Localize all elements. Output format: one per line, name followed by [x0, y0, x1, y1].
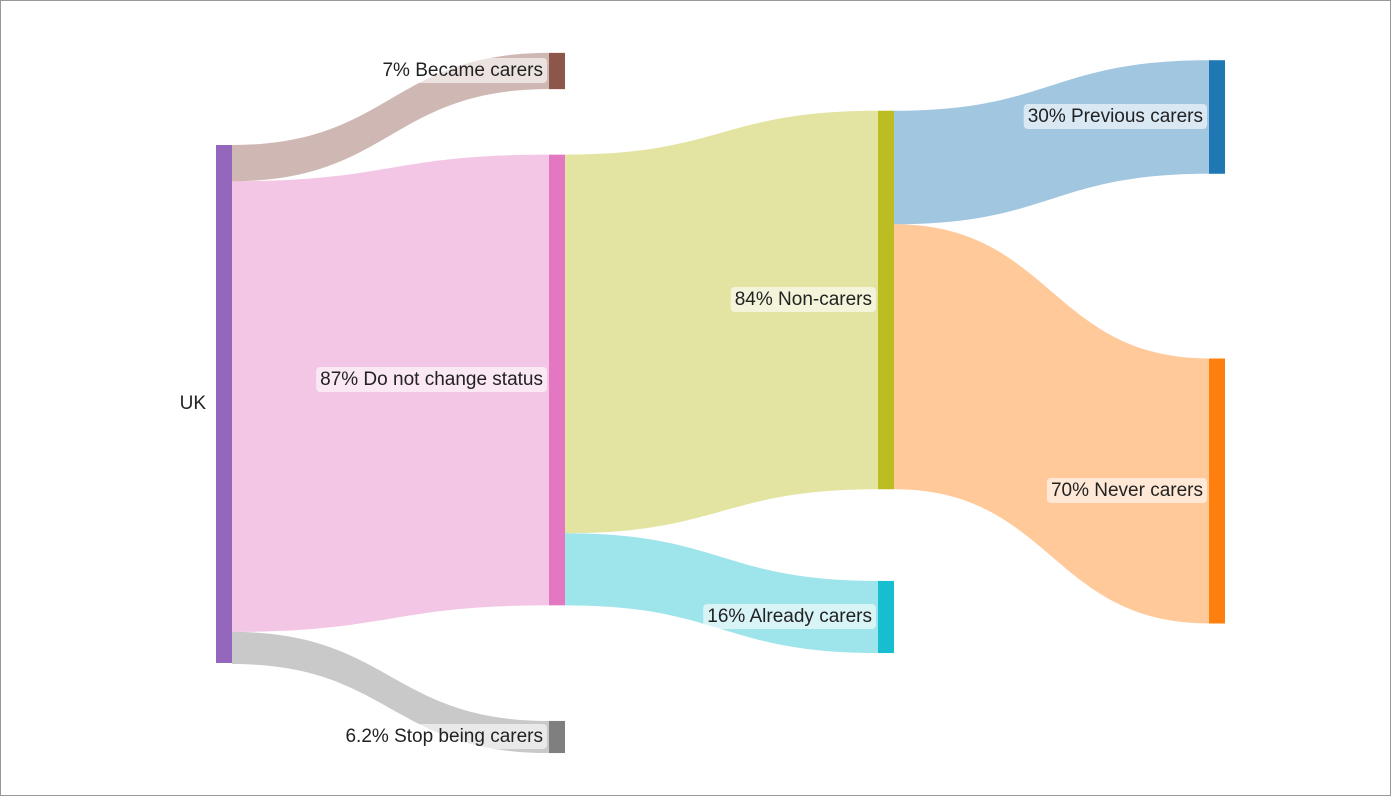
node-label: 70% Never carers [1051, 480, 1203, 501]
label-background [703, 604, 876, 630]
node [549, 154, 565, 606]
node [549, 720, 565, 754]
link [894, 224, 1209, 624]
links [232, 52, 1209, 754]
node-label: UK [180, 393, 207, 414]
label-background [316, 367, 547, 393]
link [232, 52, 549, 182]
node [878, 580, 894, 654]
node [878, 110, 894, 490]
node-label: 87% Do not change status [320, 369, 543, 390]
node-label: 6.2% Stop being carers [345, 726, 543, 747]
label-background [730, 287, 876, 313]
label-background [341, 724, 547, 750]
link [565, 110, 878, 534]
node-label: 84% Non-carers [735, 289, 872, 310]
nodes [216, 52, 1225, 754]
link [232, 154, 549, 632]
node [1209, 358, 1225, 624]
label-background [378, 58, 547, 84]
node [1209, 60, 1225, 174]
node [216, 145, 232, 663]
link [232, 631, 549, 754]
labels: UK 7% Became carers 87% Do not change stat… [180, 58, 1207, 750]
link [894, 60, 1209, 225]
label-background [1046, 478, 1207, 504]
node-label: 16% Already carers [707, 606, 872, 627]
node-label: 7% Became carers [382, 60, 543, 81]
label-background [1023, 104, 1207, 130]
node [549, 52, 565, 90]
node-label: 30% Previous carers [1028, 106, 1203, 127]
